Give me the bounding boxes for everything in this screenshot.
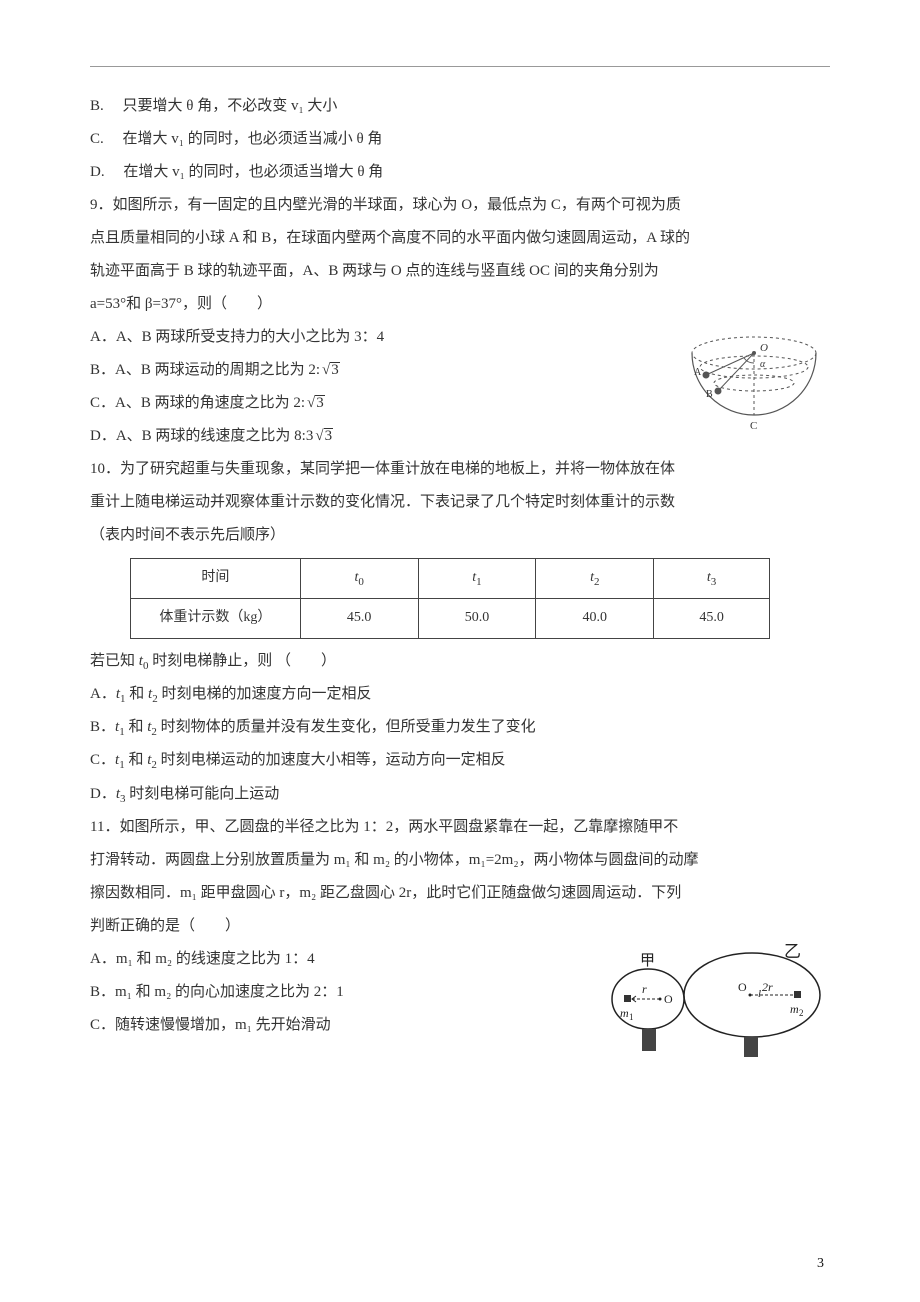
td-v0: 45.0 <box>300 598 418 638</box>
q11-stem-3: 擦因数相同．m₁ 距甲盘圆心 r，m₂ 距乙盘圆心 2r，此时它们正随盘做匀速圆… <box>90 877 830 910</box>
q9-c-ratio: 2:3 <box>293 395 324 411</box>
q10-d: D．t3 时刻电梯可能向上运动 <box>90 778 830 811</box>
q10-a: A．t1 和 t2 时刻电梯的加速度方向一定相反 <box>90 678 830 711</box>
q10-post: 若已知 t0 时刻电梯静止，则 （ ） <box>90 645 830 678</box>
svg-text:l: l <box>758 988 761 1000</box>
q11-stem-1: 11．如图所示，甲、乙圆盘的半径之比为 1：2，两水平圆盘紧靠在一起，乙靠摩擦随… <box>90 811 830 844</box>
svg-text:α: α <box>760 359 766 370</box>
svg-text:m: m <box>790 1002 799 1016</box>
svg-text:A: A <box>694 367 702 378</box>
svg-text:1: 1 <box>629 1012 634 1022</box>
q9-stem-4: a=53°和 β=37°，则（ ） <box>90 288 830 321</box>
page-number: 3 <box>817 1249 824 1280</box>
q9-c-pre: C．A、B 两球的角速度之比为 <box>90 395 290 411</box>
q10-stem-3: （表内时间不表示先后顺序） <box>90 519 830 552</box>
opt-b: B. 只要增大 θ 角，不必改变 v₁ 大小 <box>90 90 830 123</box>
q10-table: 时间 t0 t1 t2 t3 体重计示数（kg） 45.0 50.0 40.0 … <box>130 558 770 639</box>
opt-c: C. 在增大 v₁ 的同时，也必须适当减小 θ 角 <box>90 123 830 156</box>
svg-text:O: O <box>760 342 768 354</box>
svg-text:m: m <box>620 1006 629 1020</box>
svg-text:甲: 甲 <box>640 953 655 969</box>
th-time: 时间 <box>131 559 301 599</box>
q9-d-lhs: 8 <box>294 428 302 444</box>
q9-stem-3: 轨迹平面高于 B 球的轨迹平面，A、B 两球与 O 点的连线与竖直线 OC 间的… <box>90 255 830 288</box>
q10-stem-2: 重计上随电梯运动并观察体重计示数的变化情况．下表记录了几个特定时刻体重计的示数 <box>90 486 830 519</box>
q11-figure-disks-icon: 甲 乙 r O O 2r m 1 m 2 l <box>602 937 830 1057</box>
th-t0: t0 <box>300 559 418 599</box>
th-t2: t2 <box>536 559 654 599</box>
q9-d-pre: D．A、B 两球的线速度之比为 <box>90 428 290 444</box>
q9-d-ratio: 8:33 <box>294 428 333 444</box>
q9-b-pre: B．A、B 两球运动的周期之比为 <box>90 362 305 378</box>
q9-c-root: 3 <box>315 395 325 411</box>
opt-d: D. 在增大 v₁ 的同时，也必须适当增大 θ 角 <box>90 156 830 189</box>
svg-text:O: O <box>738 980 747 994</box>
q9-d-coef: 3 <box>306 428 314 444</box>
svg-text:C: C <box>750 420 757 432</box>
th-t3: t3 <box>654 559 770 599</box>
svg-text:乙: 乙 <box>784 942 801 961</box>
q10-b: B．t1 和 t2 时刻物体的质量并没有发生变化，但所受重力发生了变化 <box>90 711 830 744</box>
q9-b-lhs: 2 <box>308 362 316 378</box>
td-v2: 40.0 <box>536 598 654 638</box>
q11-stem-2: 打滑转动．两圆盘上分别放置质量为 m₁ 和 m₂ 的小物体，m₁=2m₂，两小物… <box>90 844 830 877</box>
q9-c-lhs: 2 <box>293 395 301 411</box>
table-row: 体重计示数（kg） 45.0 50.0 40.0 45.0 <box>131 598 770 638</box>
svg-text:2r: 2r <box>762 980 773 994</box>
q9-b-ratio: 2:3 <box>308 362 339 378</box>
table-row: 时间 t0 t1 t2 t3 <box>131 559 770 599</box>
q10-c: C．t1 和 t2 时刻电梯运动的加速度大小相等，运动方向一定相反 <box>90 744 830 777</box>
q9-stem-2: 点且质量相同的小球 A 和 B，在球面内壁两个高度不同的水平面内做匀速圆周运动，… <box>90 222 830 255</box>
q10-stem-1: 10．为了研究超重与失重现象，某同学把一体重计放在电梯的地板上，并将一物体放在体 <box>90 453 830 486</box>
q9-b-root: 3 <box>330 362 340 378</box>
q9-d-root: 3 <box>324 428 334 444</box>
header-rule <box>90 66 830 67</box>
th-t1: t1 <box>418 559 536 599</box>
svg-text:O: O <box>664 992 673 1006</box>
svg-text:B: B <box>706 389 713 400</box>
td-label: 体重计示数（kg） <box>131 598 301 638</box>
q9-figure-bowl-icon: O α A B C <box>678 325 830 451</box>
td-v3: 45.0 <box>654 598 770 638</box>
svg-text:2: 2 <box>799 1008 804 1018</box>
svg-text:r: r <box>642 982 647 996</box>
q9-stem-1: 9．如图所示，有一固定的且内壁光滑的半球面，球心为 O，最低点为 C，有两个可视… <box>90 189 830 222</box>
td-v1: 50.0 <box>418 598 536 638</box>
